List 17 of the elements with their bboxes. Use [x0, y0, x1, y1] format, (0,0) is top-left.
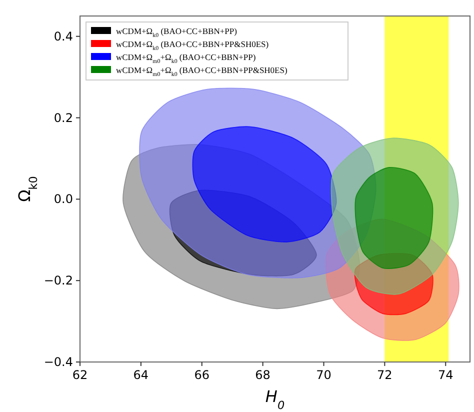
x-tick-label: 64 [133, 368, 149, 382]
y-tick-label: 0.2 [54, 110, 73, 125]
x-tick-label: 74 [438, 368, 454, 382]
x-tick-label: 66 [194, 368, 210, 382]
y-tick-label: −0.4 [44, 355, 73, 369]
legend-label: wCDM+Ω$_{k0}$ (BAO+CC+BBN+PP) [116, 26, 238, 39]
y-tick-label: −0.2 [44, 274, 73, 288]
x-tick-label: 70 [316, 368, 332, 382]
y-tick-label: 0.0 [54, 192, 73, 206]
legend-label: wCDM+Ω$_{k0}$ (BAO+CC+BBN+PP&SH0ES) [116, 39, 269, 52]
legend-label: wCDM+Ω$_{m0}$+Ω$_{k0}$ (BAO+CC+BBN+PP) [116, 52, 256, 65]
x-tick-label: 62 [72, 368, 88, 382]
legend-label: wCDM+Ω$_{m0}$+Ω$_{k0}$ (BAO+CC+BBN+PP&SH0ES) [116, 65, 288, 78]
x-tick-label: 68 [255, 368, 270, 382]
x-tick-label: 72 [377, 368, 392, 382]
y-tick-label: 0.4 [54, 29, 73, 44]
x-axis-title: H$_{0}$ [265, 387, 285, 412]
